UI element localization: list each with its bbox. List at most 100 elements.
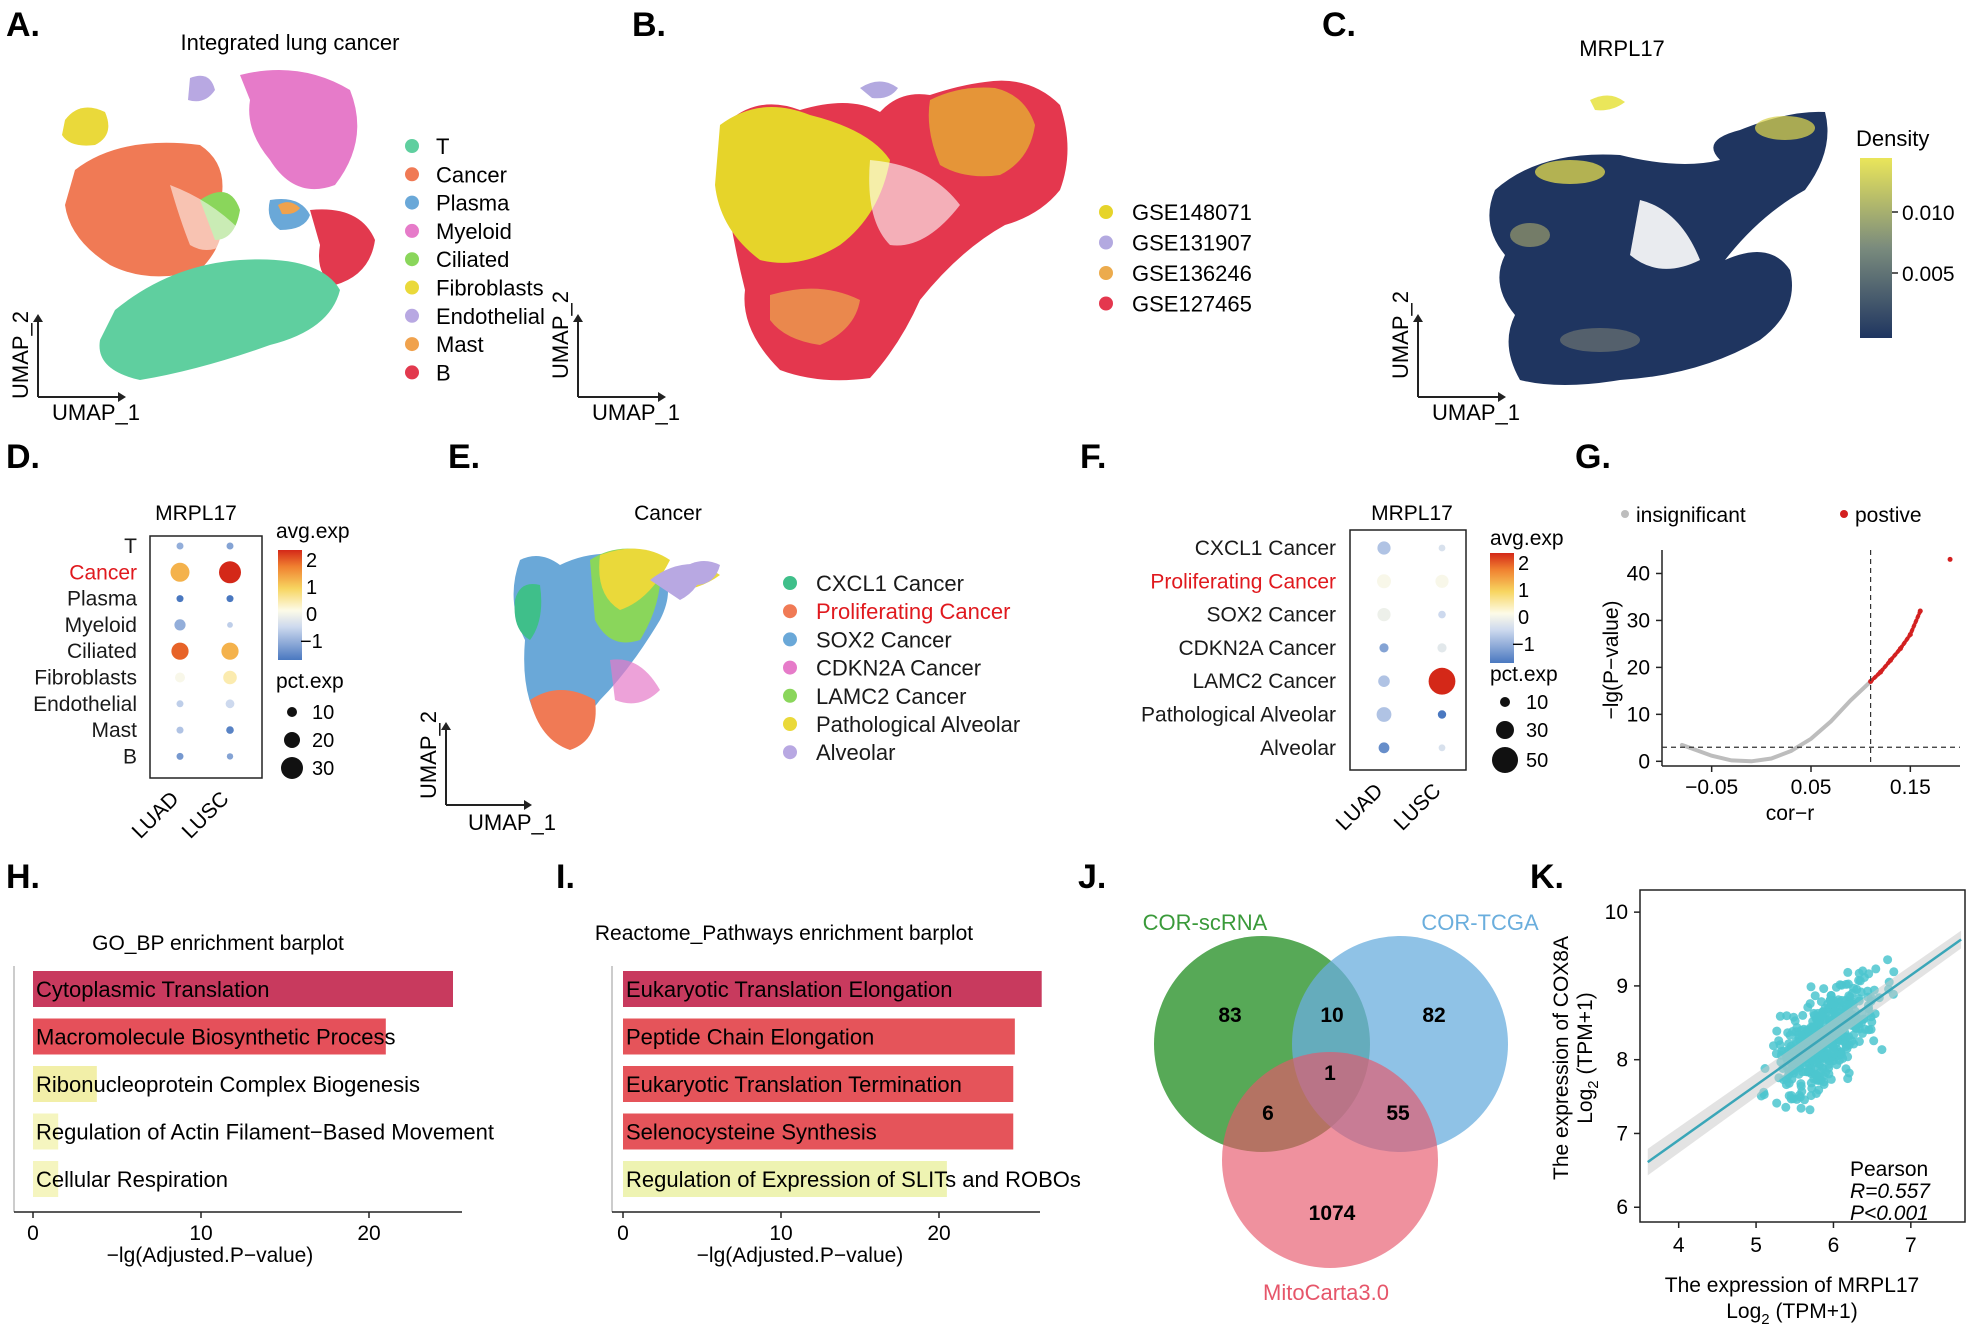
panel-f-avg-title: avg.exp bbox=[1490, 527, 1564, 550]
k-point bbox=[1831, 982, 1841, 992]
cluster-endothelial bbox=[188, 75, 215, 102]
cluster-cxcl1 bbox=[514, 584, 542, 640]
dotplot-dot bbox=[176, 595, 184, 603]
umap-e bbox=[513, 548, 720, 750]
k-point bbox=[1843, 1074, 1853, 1084]
panel-label-d: D. bbox=[6, 438, 40, 476]
k-point bbox=[1800, 1095, 1809, 1105]
k-point bbox=[1842, 1000, 1852, 1010]
legend-g-insig-dot bbox=[1621, 510, 1629, 518]
k-point bbox=[1825, 995, 1835, 1005]
panel-label-c: C. bbox=[1322, 6, 1356, 44]
k-ytick: 6 bbox=[1616, 1196, 1628, 1219]
k-point bbox=[1786, 1094, 1796, 1104]
cluster-cdkn2a bbox=[610, 659, 660, 704]
cluster-mast bbox=[278, 202, 300, 215]
dotplot-dot bbox=[1377, 574, 1391, 589]
panel-d-pct-title: pct.exp bbox=[276, 670, 344, 693]
panel-d-pct-tick-1: 20 bbox=[312, 730, 334, 752]
dotplot-col-label: LUSC bbox=[1390, 779, 1446, 835]
h-ticks: 0 10 20 bbox=[27, 1212, 381, 1245]
venn-count-a-only: 83 bbox=[1218, 1004, 1241, 1027]
legend-a-item: Plasma bbox=[436, 191, 510, 216]
k-point bbox=[1798, 1010, 1808, 1020]
legend-a-swatch bbox=[405, 195, 419, 210]
k-point bbox=[1871, 964, 1881, 974]
legend-a-swatch bbox=[405, 167, 419, 182]
panel-label-g: G. bbox=[1575, 438, 1611, 476]
density-legend-title: Density bbox=[1856, 126, 1929, 151]
legend-a-swatch bbox=[405, 139, 419, 153]
density-tick-low: 0.005 bbox=[1902, 263, 1955, 286]
axis-a-y: UMAP_2 bbox=[8, 311, 33, 399]
k-point bbox=[1816, 997, 1826, 1007]
legend-e-swatch bbox=[783, 660, 797, 675]
panel-d-pct-tick-2: 30 bbox=[312, 758, 334, 780]
k-point bbox=[1771, 1049, 1781, 1059]
dotplot-dot bbox=[1377, 541, 1391, 555]
panel-f-pct-tick-0: 10 bbox=[1526, 692, 1548, 714]
k-point bbox=[1844, 1032, 1854, 1042]
legend-a-swatch bbox=[405, 223, 419, 238]
axis-arrows-a bbox=[33, 314, 126, 402]
k-point bbox=[1829, 1007, 1839, 1017]
g-xtick: 0.05 bbox=[1791, 776, 1832, 799]
panel-f-pct-dot-2 bbox=[1492, 747, 1518, 773]
axis-arrows-e bbox=[441, 722, 532, 810]
dataset-gse148071-b bbox=[928, 87, 1035, 177]
g-positive-point bbox=[1947, 556, 1953, 562]
dotplot-dot bbox=[226, 542, 234, 550]
g-positive-point bbox=[1887, 657, 1893, 663]
bar bbox=[33, 1066, 97, 1102]
k-ylabel-1: The expression of COX8A bbox=[1550, 936, 1573, 1180]
legend-b-swatch bbox=[1099, 296, 1113, 311]
k-point bbox=[1801, 1067, 1811, 1077]
panel-f-avg-tick-0: 2 bbox=[1518, 553, 1529, 575]
k-point bbox=[1841, 979, 1851, 989]
bar bbox=[33, 1113, 59, 1150]
panel-c: C. MRPL17 UMAP_1 UMAP_2 Density 0.010 0.… bbox=[1322, 6, 1955, 425]
dotplot-dot bbox=[223, 670, 237, 685]
dotplot-dot bbox=[219, 561, 241, 584]
panel-d-avg-tick-1: 1 bbox=[306, 577, 317, 599]
axis-c-x: UMAP_1 bbox=[1432, 400, 1520, 425]
panel-j: J. COR-scRNA COR-TCGA 83 10 82 1 6 55 10… bbox=[1078, 858, 1539, 1305]
bar-xtick: 10 bbox=[769, 1222, 792, 1245]
i-xlabel: −lg(Adjusted.P−value) bbox=[697, 1244, 904, 1267]
k-stat-r: R=0.557 bbox=[1850, 1180, 1931, 1203]
k-ticks: 4 5 6 7 6 7 8 9 10 bbox=[1605, 901, 1917, 1257]
k-point bbox=[1783, 1028, 1793, 1038]
legend-e-swatch bbox=[783, 688, 797, 703]
h-bars: Cytoplasmic Translation Macromolecule Bio… bbox=[33, 971, 494, 1197]
bar-label: Regulation of Actin Filament−Based Movem… bbox=[36, 1120, 494, 1145]
legend-a-swatch bbox=[405, 308, 419, 323]
dotplot-dot bbox=[174, 619, 186, 631]
dotplot-dot bbox=[1438, 610, 1446, 619]
legend-e-swatch bbox=[783, 717, 797, 731]
panel-d: D. MRPL17 T Cancer Plasma Myeloid Ciliated Fi… bbox=[6, 438, 350, 843]
dotplot-row-label: Fibroblasts bbox=[34, 667, 137, 690]
dotplot-dot bbox=[1378, 742, 1390, 754]
k-ytick: 7 bbox=[1616, 1122, 1628, 1145]
k-point bbox=[1824, 1060, 1834, 1069]
k-point bbox=[1811, 1070, 1821, 1080]
panel-label-b: B. bbox=[632, 6, 666, 44]
g-xtick: 0.15 bbox=[1890, 776, 1931, 799]
bar-label: Macromolecule Biosynthetic Process bbox=[36, 1025, 395, 1050]
panel-e-title: Cancer bbox=[634, 502, 702, 525]
panel-a-title: Integrated lung cancer bbox=[181, 30, 400, 55]
k-point bbox=[1877, 1045, 1887, 1055]
g-positive-point bbox=[1897, 646, 1903, 652]
legend-b-item: GSE127465 bbox=[1132, 292, 1252, 317]
dotplot-col-label: LUSC bbox=[178, 787, 234, 843]
dotplot-dot bbox=[1435, 574, 1449, 588]
cluster-gap bbox=[170, 185, 240, 250]
legend-e-item: Proliferating Cancer bbox=[816, 599, 1010, 624]
umap-b-gap bbox=[869, 160, 960, 246]
dotplot-dot bbox=[1437, 710, 1447, 719]
k-point bbox=[1792, 1023, 1802, 1032]
density-umap-c bbox=[1489, 95, 1828, 386]
axis-arrows-b bbox=[573, 314, 666, 402]
cluster-alveolar-b bbox=[680, 561, 720, 585]
panel-label-i: I. bbox=[556, 858, 575, 896]
